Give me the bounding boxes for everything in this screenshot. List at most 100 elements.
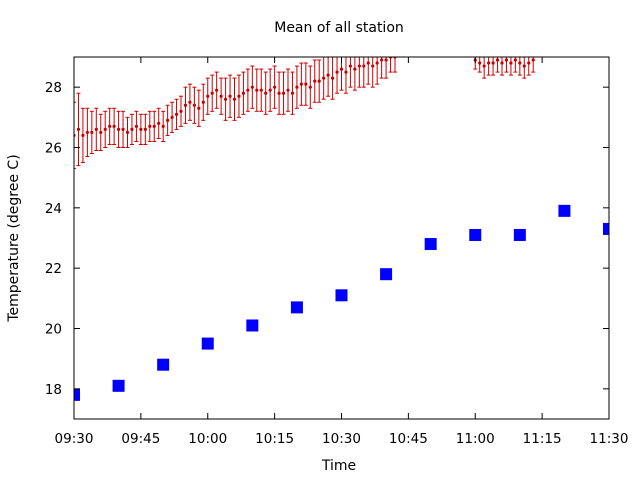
red-point [500, 61, 504, 65]
red-point [531, 58, 535, 62]
red-point [99, 130, 103, 135]
y-tick-label: 28 [45, 80, 62, 96]
red-point [237, 94, 241, 98]
blue-square-point [335, 289, 348, 302]
red-point [134, 124, 139, 128]
red-point [290, 91, 295, 95]
red-point [264, 91, 268, 95]
red-point [174, 112, 179, 116]
y-tick-label: 22 [45, 261, 62, 277]
blue-square-point [469, 228, 482, 241]
x-tick-label: 10:30 [322, 431, 361, 447]
red-point [170, 115, 174, 119]
red-point [304, 82, 308, 86]
blue-square-point [424, 238, 437, 251]
red-point [495, 58, 500, 62]
red-point [371, 64, 375, 68]
red-point [491, 61, 495, 65]
red-point [478, 61, 482, 65]
red-point [188, 100, 192, 104]
red-point [112, 124, 116, 128]
red-point [384, 58, 388, 62]
red-point [313, 79, 317, 83]
red-point [246, 88, 250, 92]
y-tick-label: 20 [45, 322, 62, 338]
blue-square-point [603, 222, 609, 235]
red-point [166, 118, 170, 122]
red-point [85, 130, 89, 135]
red-point [513, 58, 517, 62]
x-tick-label: 11:30 [590, 431, 629, 447]
red-errorbar-series [74, 57, 536, 170]
plot-area [74, 57, 609, 401]
red-point [143, 127, 147, 131]
red-point [108, 124, 112, 128]
blue-square-point [74, 388, 80, 401]
red-point [81, 133, 85, 138]
red-point [139, 127, 143, 131]
y-axis-title: Temperature (degree C) [6, 154, 22, 322]
y-tick-label: 26 [45, 141, 62, 157]
blue-square-series [74, 204, 609, 401]
red-point [286, 88, 290, 92]
red-point [353, 67, 357, 71]
red-point [326, 73, 330, 77]
x-tick-label: 10:45 [389, 431, 428, 447]
red-point [487, 61, 491, 65]
red-point [322, 76, 326, 80]
red-point [192, 103, 196, 107]
x-tick-label: 10:15 [255, 431, 294, 447]
red-point [317, 79, 321, 83]
red-point [210, 91, 214, 95]
red-point [375, 61, 379, 65]
red-point [130, 127, 134, 131]
blue-square-point [558, 204, 571, 217]
red-point [241, 91, 246, 95]
red-point [518, 61, 522, 65]
red-point [299, 82, 303, 86]
red-point [295, 85, 299, 89]
red-point [259, 88, 263, 92]
red-point [152, 124, 156, 128]
blue-square-point [246, 319, 259, 332]
axes: 09:30 09:45 10:00 10:15 10:30 10:45 11:00 11:15… [45, 57, 629, 447]
red-point [179, 109, 183, 113]
red-point [161, 124, 165, 128]
red-point [148, 124, 152, 128]
red-point [335, 70, 339, 74]
red-point [116, 127, 121, 131]
red-point [219, 94, 223, 98]
red-point [215, 88, 219, 92]
y-tick-label: 18 [45, 382, 62, 398]
red-point [76, 127, 81, 131]
blue-square-point [513, 228, 526, 241]
red-point [380, 58, 384, 62]
red-point [504, 58, 509, 62]
blue-square-point [290, 301, 303, 314]
red-point [206, 94, 210, 98]
red-point [103, 127, 107, 131]
red-point [277, 91, 281, 95]
red-point [509, 61, 513, 65]
red-point [273, 85, 277, 89]
blue-square-point [112, 379, 125, 392]
red-point [308, 85, 312, 89]
red-point [94, 127, 98, 131]
red-point [228, 94, 232, 98]
x-tick-label: 11:15 [523, 431, 562, 447]
blue-square-point [380, 268, 393, 281]
x-axis-title: Time [321, 458, 356, 474]
red-point [223, 97, 228, 101]
red-point [121, 127, 125, 131]
red-point [348, 64, 353, 68]
blue-square-point [201, 337, 214, 350]
red-point [157, 121, 161, 125]
red-point [201, 100, 205, 104]
red-point [527, 61, 531, 65]
red-point [250, 85, 254, 89]
red-point [344, 70, 348, 74]
red-point [366, 61, 370, 65]
x-tick-label: 10:00 [188, 431, 227, 447]
red-point [522, 64, 526, 68]
